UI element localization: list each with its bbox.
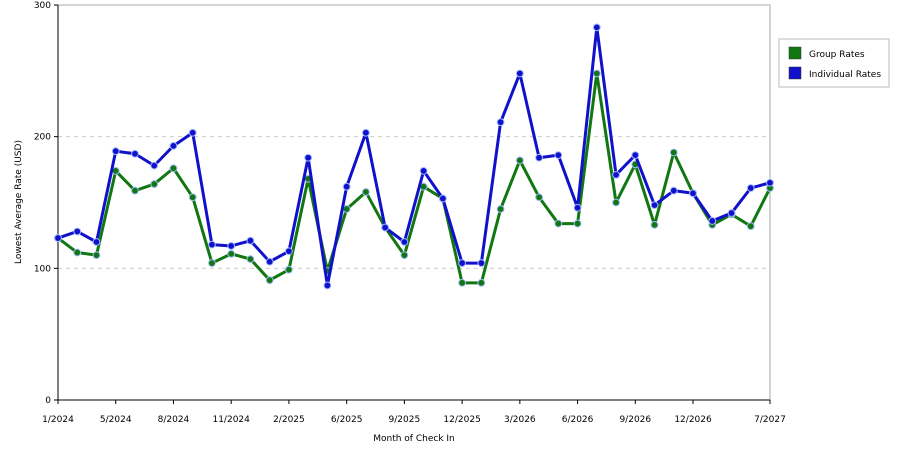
data-point[interactable] xyxy=(515,156,524,165)
data-point[interactable] xyxy=(208,240,216,249)
data-point[interactable] xyxy=(400,238,409,246)
series-individual-rates xyxy=(54,23,774,290)
data-point[interactable] xyxy=(285,265,293,274)
data-point[interactable] xyxy=(592,23,601,32)
x-tick-label: 6/2025 xyxy=(331,415,363,425)
data-point[interactable] xyxy=(361,188,370,196)
data-point[interactable] xyxy=(323,281,332,290)
x-tick-label: 2/2025 xyxy=(273,415,305,425)
data-point[interactable] xyxy=(515,69,524,78)
x-tick-label: 3/2026 xyxy=(504,415,536,425)
data-point[interactable] xyxy=(92,251,101,260)
data-point[interactable] xyxy=(246,236,255,245)
data-point[interactable] xyxy=(169,141,178,150)
data-point[interactable] xyxy=(265,276,274,285)
legend-label: Group Rates xyxy=(809,50,865,60)
x-tick-label: 12/2026 xyxy=(674,415,712,425)
x-tick-label: 6/2026 xyxy=(562,415,594,425)
y-tick-label: 200 xyxy=(34,133,51,143)
data-point[interactable] xyxy=(554,219,563,228)
data-point[interactable] xyxy=(689,189,697,198)
data-point[interactable] xyxy=(73,227,82,236)
data-point[interactable] xyxy=(708,217,717,225)
data-point[interactable] xyxy=(746,184,755,192)
y-tick-label: 300 xyxy=(34,1,51,11)
data-point[interactable] xyxy=(227,242,236,250)
data-point[interactable] xyxy=(554,151,563,160)
data-point[interactable] xyxy=(631,151,640,160)
grid-lines xyxy=(58,136,770,269)
x-tick-label: 1/2024 xyxy=(42,415,74,425)
x-tick-label: 7/2027 xyxy=(754,415,786,425)
data-point[interactable] xyxy=(669,186,678,195)
series-group-rates xyxy=(54,69,774,287)
axes xyxy=(57,5,770,401)
x-tick-label: 9/2025 xyxy=(389,415,421,425)
data-point[interactable] xyxy=(727,209,736,217)
data-point[interactable] xyxy=(208,259,216,267)
data-point[interactable] xyxy=(169,164,178,173)
y-tick-label: 100 xyxy=(34,264,51,274)
data-point[interactable] xyxy=(150,180,159,188)
data-point[interactable] xyxy=(573,203,582,212)
data-point[interactable] xyxy=(592,69,601,78)
data-point[interactable] xyxy=(342,182,351,191)
x-tick-label: 11/2024 xyxy=(212,415,250,425)
data-point[interactable] xyxy=(285,247,293,256)
data-point[interactable] xyxy=(477,259,486,267)
data-point[interactable] xyxy=(188,128,197,137)
data-point[interactable] xyxy=(496,118,505,127)
data-point[interactable] xyxy=(650,220,659,229)
data-point[interactable] xyxy=(496,205,505,213)
y-ticks: 0 100 200 300 xyxy=(34,1,58,406)
data-point[interactable] xyxy=(265,257,274,266)
data-point[interactable] xyxy=(361,128,370,137)
data-point[interactable] xyxy=(131,186,139,195)
series-line xyxy=(57,71,772,285)
x-tick-label: 9/2026 xyxy=(619,415,651,425)
data-point[interactable] xyxy=(111,147,120,156)
data-point[interactable] xyxy=(650,201,659,210)
data-point[interactable] xyxy=(669,148,678,157)
data-point[interactable] xyxy=(458,278,467,287)
data-point[interactable] xyxy=(458,259,467,267)
x-ticks: 1/2024 5/2024 8/2024 11/2024 2/2025 6/2025 9/2… xyxy=(42,400,786,425)
legend-swatch xyxy=(788,66,802,80)
legend-swatch xyxy=(788,46,802,60)
x-tick-label: 8/2024 xyxy=(158,415,190,425)
data-point[interactable] xyxy=(766,178,774,187)
legend: Group Rates Individual Rates xyxy=(778,38,890,88)
data-point[interactable] xyxy=(131,149,139,158)
data-point[interactable] xyxy=(188,193,197,202)
x-tick-label: 12/2025 xyxy=(443,415,480,425)
data-point[interactable] xyxy=(246,255,255,264)
data-point[interactable] xyxy=(535,193,543,202)
legend-label: Individual Rates xyxy=(809,70,881,80)
y-tick-label: 0 xyxy=(45,396,51,406)
data-point[interactable] xyxy=(73,248,82,257)
data-point[interactable] xyxy=(304,153,313,162)
x-tick-label: 5/2024 xyxy=(100,415,132,425)
x-axis-title: Month of Check In xyxy=(373,434,455,444)
data-point[interactable] xyxy=(381,223,390,232)
data-point[interactable] xyxy=(438,194,447,203)
series xyxy=(54,23,774,290)
data-point[interactable] xyxy=(612,198,620,207)
data-point[interactable] xyxy=(573,219,582,228)
y-axis-title: Lowest Average Rate (USD) xyxy=(14,140,24,264)
data-point[interactable] xyxy=(612,170,620,179)
data-point[interactable] xyxy=(477,278,486,287)
data-point[interactable] xyxy=(227,249,236,258)
data-point[interactable] xyxy=(92,238,101,246)
data-point[interactable] xyxy=(54,234,62,242)
data-point[interactable] xyxy=(150,161,159,170)
data-point[interactable] xyxy=(419,167,428,175)
data-point[interactable] xyxy=(746,222,755,231)
data-point[interactable] xyxy=(535,153,543,162)
data-point[interactable] xyxy=(400,251,409,260)
